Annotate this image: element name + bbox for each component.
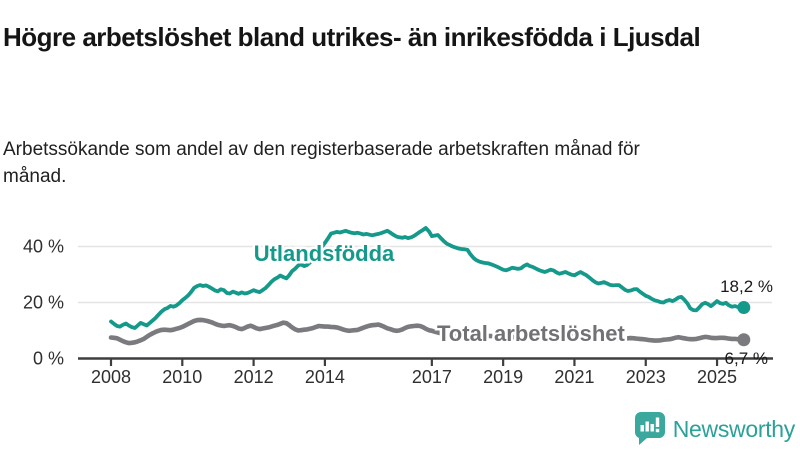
x-tick-label: 2014 [305,367,345,387]
x-tick-label: 2019 [483,367,523,387]
chart-title: Högre arbetslöshet bland utrikes- än inr… [3,22,701,53]
x-tick-label: 2008 [91,367,131,387]
x-tick-labels: 2008 2010 2012 2014 2017 2019 2021 2023 2025 [91,367,737,387]
x-ticks [109,358,719,366]
x-tick-label: 2023 [626,367,666,387]
y-tick-label: 40 % [23,237,64,257]
utlandsfodda-line [109,226,746,330]
series-label-total-arbetsloshet: Total arbetslöshet [437,321,626,346]
y-tick-label: 20 % [23,293,64,313]
brand-name: Newsworthy [672,415,796,442]
x-tick-label: 2012 [234,367,274,387]
y-tick-label: 0 % [33,349,64,369]
end-value-utlandsfodda: 18,2 % [720,277,773,296]
bar-chart-speech-bubble-icon [634,412,665,445]
series-label-utlandsfodda: Utlandsfödda [254,241,395,266]
total-arbetsloshet-line [108,317,747,346]
chart-subtitle: Arbetssökande som andel av den registerb… [3,139,640,187]
x-tick-label: 2025 [697,367,737,387]
utlandsfodda-end-dot [737,301,751,315]
x-tick-label: 2017 [412,367,452,387]
end-value-total: 6,7 % [725,349,768,368]
newsworthy-brand-link[interactable]: Newsworthy [634,412,796,446]
y-tick-labels: 0 % 20 % 40 % [23,237,64,369]
gridlines [78,245,772,304]
total-end-dot [737,333,751,347]
x-tick-label: 2010 [162,367,202,387]
x-tick-label: 2021 [554,367,594,387]
